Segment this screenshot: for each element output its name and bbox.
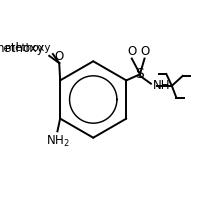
- Text: O: O: [55, 50, 64, 63]
- Text: methoxy: methoxy: [0, 42, 45, 56]
- Text: O: O: [140, 45, 149, 58]
- Text: S: S: [136, 67, 144, 81]
- Text: NH$_2$: NH$_2$: [46, 134, 69, 149]
- Text: O: O: [127, 45, 136, 58]
- Text: methoxy: methoxy: [5, 43, 50, 53]
- Text: NH: NH: [153, 79, 170, 92]
